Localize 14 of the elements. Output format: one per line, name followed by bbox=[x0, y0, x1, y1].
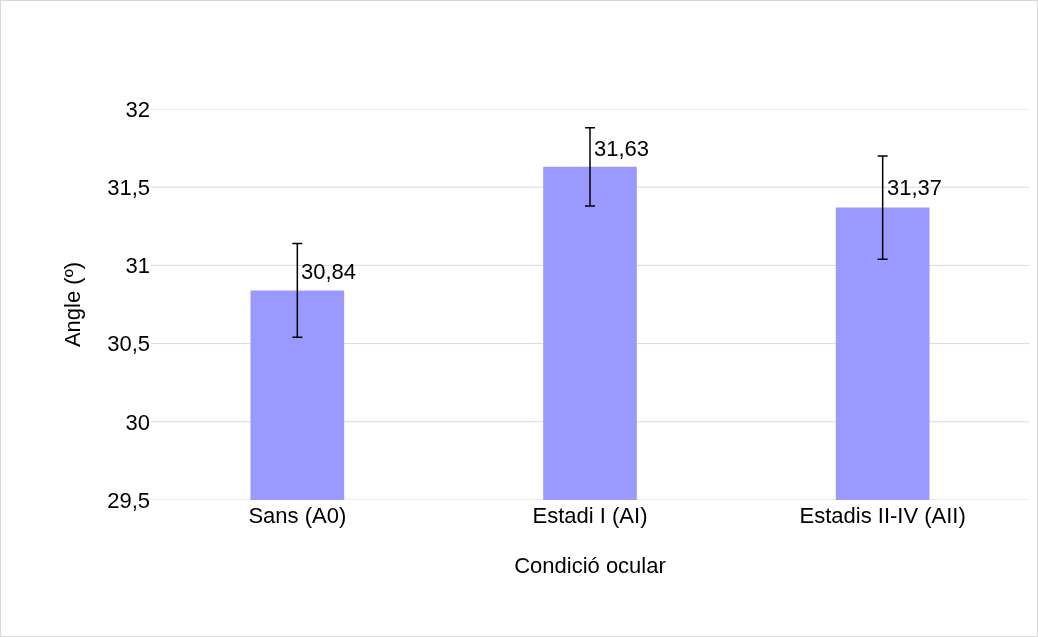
data-label: 31,37 bbox=[887, 175, 943, 200]
y-tick-label: 30 bbox=[125, 409, 150, 435]
y-axis-title: Angle (º) bbox=[59, 261, 85, 348]
x-axis-title: Condició ocular bbox=[514, 552, 666, 578]
data-label: 31,63 bbox=[594, 136, 650, 161]
y-tick-label: 31,5 bbox=[107, 174, 150, 200]
x-tick-label: Estadi I (AI) bbox=[532, 503, 648, 528]
y-tick-label: 29,5 bbox=[107, 487, 150, 513]
y-tick-label: 32 bbox=[125, 96, 150, 122]
x-tick-label: Sans (A0) bbox=[248, 503, 347, 528]
y-tick-label: 30,5 bbox=[107, 331, 150, 357]
y-tick-label: 31 bbox=[125, 253, 150, 279]
x-tick-label: Estadis II-IV (AII) bbox=[799, 503, 966, 528]
data-label: 30,84 bbox=[301, 259, 357, 284]
